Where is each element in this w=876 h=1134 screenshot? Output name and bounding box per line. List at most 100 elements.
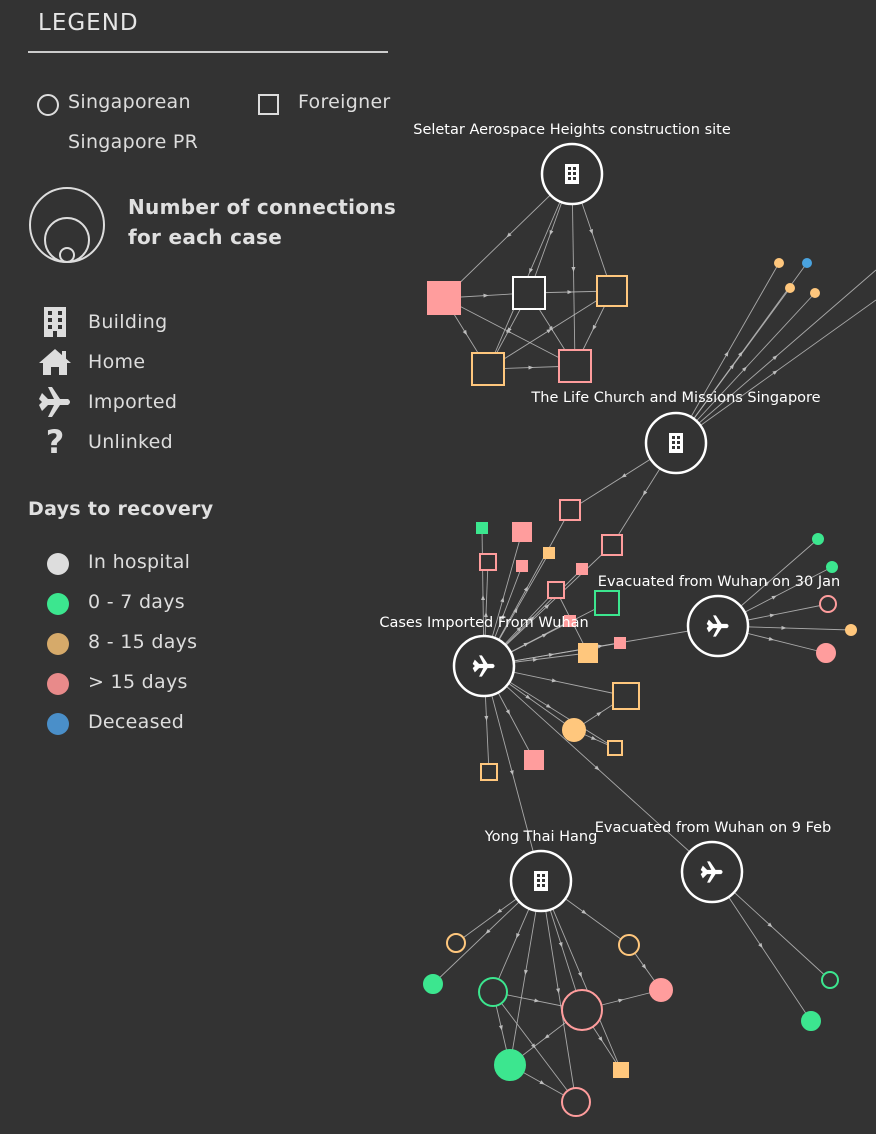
case-node-foreigner[interactable] <box>613 1062 629 1078</box>
link-arrow <box>484 715 489 721</box>
case-node-foreigner[interactable] <box>476 522 488 534</box>
recovery-title: Days to recovery <box>28 498 214 520</box>
case-node-foreigner[interactable] <box>614 637 626 649</box>
link-arrow <box>483 612 488 618</box>
case-node-singaporean[interactable] <box>801 1011 821 1031</box>
link-arrow <box>529 267 534 274</box>
case-node-singaporean[interactable] <box>561 1087 591 1117</box>
deceased-dot-icon <box>47 713 69 735</box>
case-node-foreigner[interactable] <box>479 553 497 571</box>
link-arrow <box>590 735 597 740</box>
singapore-pr-label: Singapore PR <box>68 131 199 153</box>
link-arrow <box>500 597 505 603</box>
singaporean-circle-icon <box>37 94 59 116</box>
case-node-foreigner[interactable] <box>576 563 588 575</box>
link-arrow <box>571 266 576 272</box>
link-arrow <box>531 1043 536 1049</box>
case-node-singaporean[interactable] <box>423 974 443 994</box>
building-icon <box>534 871 548 891</box>
link-arrow <box>496 908 503 914</box>
case-node-foreigner[interactable] <box>607 740 623 756</box>
link-arrow <box>523 586 528 592</box>
case-node-singaporean[interactable] <box>478 977 508 1007</box>
case-node-foreigner[interactable] <box>612 682 640 710</box>
case-node-singaporean[interactable] <box>561 989 603 1031</box>
link-arrow <box>485 928 491 934</box>
link-arrow <box>500 614 504 620</box>
link-arrow <box>528 365 534 370</box>
link-arrow <box>532 657 538 662</box>
case-node-foreigner[interactable] <box>471 352 505 386</box>
case-node-singaporean[interactable] <box>649 978 673 1002</box>
case-node-foreigner[interactable] <box>578 643 598 663</box>
case-node-singaporean[interactable] <box>816 643 836 663</box>
case-node-foreigner[interactable] <box>558 349 592 383</box>
question-icon: ? <box>46 426 65 458</box>
recovery-8-15-dot-icon <box>47 633 69 655</box>
case-node-singaporean[interactable] <box>819 595 837 613</box>
link-arrow <box>529 616 535 622</box>
hub-label-wuhan30: Evacuated from Wuhan on 30 Jan <box>598 574 840 590</box>
link-arrow <box>525 694 531 700</box>
case-node-foreigner[interactable] <box>512 276 546 310</box>
link-arrow <box>642 490 648 496</box>
link-arrow <box>729 363 735 370</box>
link-arrow <box>548 325 554 332</box>
link-arrow <box>549 229 554 236</box>
hub-label-lifechurch: The Life Church and Missions Singapore <box>530 390 820 406</box>
case-node-foreigner[interactable] <box>564 615 576 627</box>
case-node-foreigner[interactable] <box>427 281 461 315</box>
link-arrow <box>567 290 573 295</box>
case-node-foreigner[interactable] <box>543 547 555 559</box>
case-node-foreigner[interactable] <box>559 499 581 521</box>
link-arrow <box>592 324 597 331</box>
graph-nodes <box>423 258 857 1117</box>
link-arrow <box>577 971 582 978</box>
case-node-foreigner[interactable] <box>512 522 532 542</box>
deceased-label: Deceased <box>88 711 185 733</box>
case-node-singaporean[interactable] <box>494 1049 526 1081</box>
case-node-foreigner[interactable] <box>524 750 544 770</box>
case-node-singaporean[interactable] <box>821 971 839 989</box>
link-arrow <box>545 703 552 709</box>
recovery-15-plus-label: > 15 days <box>88 671 188 693</box>
case-node-singaporean[interactable] <box>785 283 795 293</box>
singaporean-label: Singaporean <box>68 91 191 113</box>
link-arrow <box>558 942 563 948</box>
link-arrow <box>641 963 647 970</box>
home-icon <box>39 349 71 375</box>
case-node-singaporean[interactable] <box>812 533 824 545</box>
link-arrow <box>597 644 603 649</box>
case-node-foreigner[interactable] <box>601 534 623 556</box>
graph-links <box>432 173 876 1103</box>
connections-size-icon <box>29 187 105 263</box>
case-node-foreigner[interactable] <box>547 581 565 599</box>
link-arrow <box>781 625 787 630</box>
case-node-singaporean[interactable] <box>826 561 838 573</box>
link-arrow <box>598 1036 603 1042</box>
link-arrow <box>594 765 600 771</box>
home-label: Home <box>88 351 146 373</box>
building-icon <box>565 164 579 184</box>
building-icon <box>44 307 66 337</box>
link-arrow <box>589 229 593 235</box>
case-node-singaporean[interactable] <box>618 934 640 956</box>
link-arrow <box>581 909 587 915</box>
link-arrow <box>768 636 774 641</box>
link-arrow <box>462 329 468 336</box>
case-node-foreigner[interactable] <box>594 590 620 616</box>
link-arrow <box>546 328 552 334</box>
case-node-singaporean[interactable] <box>774 258 784 268</box>
case-node-foreigner[interactable] <box>480 763 498 781</box>
hub-label-imported: Cases Imported From Wuhan <box>379 615 588 631</box>
unlinked-label: Unlinked <box>88 431 174 453</box>
case-node-foreigner[interactable] <box>516 560 528 572</box>
case-node-foreigner[interactable] <box>596 275 628 307</box>
case-node-singaporean[interactable] <box>446 933 466 953</box>
case-node-singaporean[interactable] <box>802 258 812 268</box>
foreigner-label: Foreigner <box>298 91 391 113</box>
case-node-singaporean[interactable] <box>810 288 820 298</box>
case-node-singaporean[interactable] <box>562 718 586 742</box>
case-node-singaporean[interactable] <box>845 624 857 636</box>
